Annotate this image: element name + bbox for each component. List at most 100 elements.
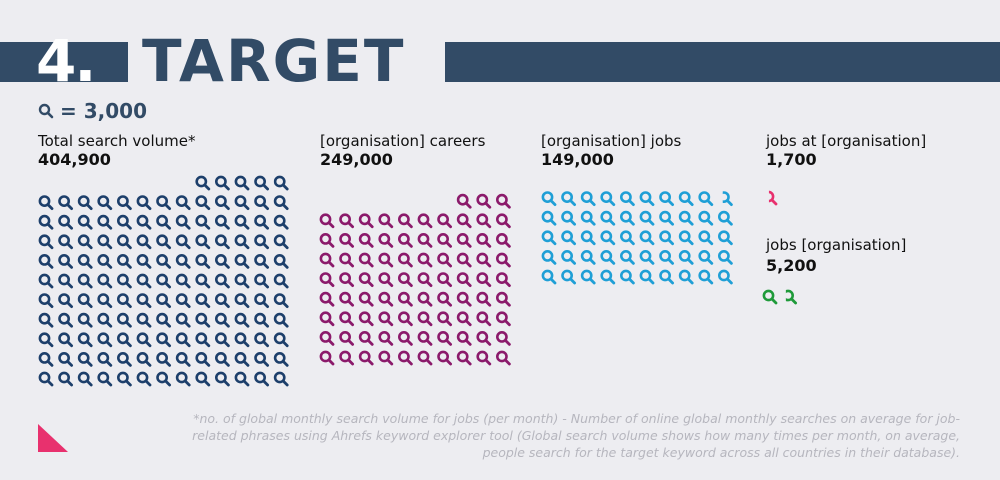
search-icon (378, 213, 394, 229)
search-icon (495, 232, 511, 248)
search-icon (456, 232, 472, 248)
search-icon (254, 195, 270, 211)
search-icon (718, 210, 733, 226)
search-icon (234, 351, 250, 367)
search-icon (175, 371, 191, 387)
search-icon (417, 330, 433, 346)
search-icon (358, 330, 374, 346)
search-icon (358, 350, 374, 366)
search-icon (561, 191, 576, 207)
search-icon (175, 312, 191, 328)
search-icon (175, 332, 191, 348)
search-icon (495, 213, 511, 229)
search-icon (397, 252, 413, 268)
search-icon (175, 293, 191, 309)
search-icon (156, 332, 172, 348)
search-icon (561, 249, 576, 265)
search-icon (620, 230, 635, 246)
search-icon (254, 351, 270, 367)
search-icon (476, 213, 492, 229)
search-icon (397, 330, 413, 346)
search-icon (659, 191, 674, 207)
group-label-jobs-org: jobs [organisation] (766, 236, 907, 254)
search-icon (58, 332, 73, 348)
search-icon (600, 249, 616, 265)
search-icon (58, 273, 73, 289)
search-icon (437, 291, 453, 307)
search-icon (339, 232, 355, 248)
search-icon (319, 252, 335, 268)
search-icon (319, 291, 335, 307)
search-icon (38, 195, 54, 211)
search-icon (495, 311, 511, 327)
search-icon (456, 291, 472, 307)
search-icon (378, 232, 394, 248)
search-icon (254, 293, 270, 309)
search-icon (718, 269, 733, 285)
group-value-total: 404,900 (38, 150, 111, 169)
search-icon (620, 191, 635, 207)
search-icon (77, 312, 93, 328)
search-icon (698, 191, 714, 207)
search-icon (77, 253, 93, 269)
search-icon (136, 234, 152, 250)
search-icon (58, 351, 73, 367)
search-icon (495, 252, 511, 268)
search-icon (77, 234, 93, 250)
search-icon (620, 249, 635, 265)
search-icon (718, 249, 733, 265)
search-icon (273, 234, 289, 250)
search-icon (156, 214, 172, 230)
search-icon (234, 371, 250, 387)
search-icon (561, 230, 576, 246)
search-icon (77, 293, 93, 309)
search-icon (175, 214, 191, 230)
search-icon (378, 330, 394, 346)
search-icon (234, 332, 250, 348)
search-icon (234, 312, 250, 328)
search-icon (437, 252, 453, 268)
search-icon (58, 371, 73, 387)
search-icon (117, 253, 132, 269)
search-icon (97, 371, 113, 387)
search-icon (495, 193, 511, 209)
search-icon (397, 311, 413, 327)
search-icon (254, 371, 270, 387)
search-icon (273, 351, 289, 367)
search-icon (214, 195, 230, 211)
search-icon (136, 195, 152, 211)
search-icon (273, 371, 289, 387)
search-icon (234, 273, 250, 289)
search-icon (541, 230, 557, 246)
search-icon (417, 252, 433, 268)
search-icon (77, 371, 93, 387)
search-icon (195, 195, 211, 211)
search-icon (580, 191, 596, 207)
search-icon (476, 311, 492, 327)
search-icon (77, 273, 93, 289)
group-value-jobs-at: 1,700 (766, 150, 817, 169)
search-icon (195, 214, 211, 230)
search-icon (600, 191, 616, 207)
search-icon (234, 253, 250, 269)
search-icon (698, 269, 714, 285)
search-icon (339, 330, 355, 346)
search-icon (97, 312, 113, 328)
search-icon (541, 191, 557, 207)
search-icon (417, 350, 433, 366)
search-icon (97, 293, 113, 309)
search-icon (234, 195, 250, 211)
search-icon (319, 350, 335, 366)
search-icon (254, 234, 270, 250)
search-icon (273, 175, 289, 191)
search-icon (195, 371, 211, 387)
search-icon (254, 214, 270, 230)
search-icon (234, 175, 250, 191)
search-icon (214, 273, 230, 289)
search-icon (97, 214, 113, 230)
group-value-careers: 249,000 (320, 150, 393, 169)
search-icon (175, 234, 191, 250)
search-icon (195, 253, 211, 269)
search-icon (58, 195, 73, 211)
search-icon (58, 214, 73, 230)
